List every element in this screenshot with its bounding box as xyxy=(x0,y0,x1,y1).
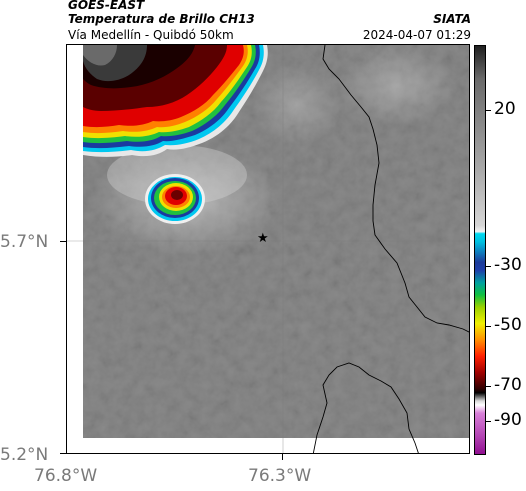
map-timestamp: 2024-04-07 01:29 xyxy=(362,28,471,42)
map-subtitle-route: Vía Medellín - Quibdó 50km xyxy=(68,28,234,42)
map-title-satellite: GOES-EAST xyxy=(68,0,145,12)
colorbar xyxy=(474,45,486,455)
colorbar-tick xyxy=(486,421,491,422)
lat-tick-label: 5.7°N xyxy=(0,232,49,252)
lon-tick-label: 76.8°W xyxy=(34,466,98,486)
map-frame: ★ xyxy=(66,44,470,454)
cold-cloud-top-large xyxy=(83,45,268,157)
map-canvas xyxy=(67,45,469,453)
colorbar-tick xyxy=(486,110,491,111)
map-organization: SIATA xyxy=(433,12,471,26)
colorbar-tick xyxy=(486,386,491,387)
colorbar-label: -30 xyxy=(494,255,522,275)
colorbar-label: -50 xyxy=(494,315,522,335)
lat-tick-mark xyxy=(60,241,66,242)
colorbar-label: -90 xyxy=(494,410,522,430)
star-icon: ★ xyxy=(257,231,269,246)
map-graticule xyxy=(67,45,469,453)
satellite-imagery xyxy=(83,45,469,438)
colorbar-tick xyxy=(486,326,491,327)
colorbar-tick xyxy=(486,266,491,267)
lat-tick-label: 5.2°N xyxy=(0,445,49,465)
colorbar-label: -70 xyxy=(494,375,522,395)
map-title-product: Temperatura de Brillo CH13 xyxy=(68,12,255,26)
cold-cloud-cell-small xyxy=(145,174,205,224)
lon-tick-label: 76.3°W xyxy=(248,466,312,486)
lat-tick-mark xyxy=(60,453,66,454)
colorbar-label: 20 xyxy=(494,99,516,119)
lon-tick-mark xyxy=(282,454,283,460)
department-boundaries xyxy=(312,45,469,453)
